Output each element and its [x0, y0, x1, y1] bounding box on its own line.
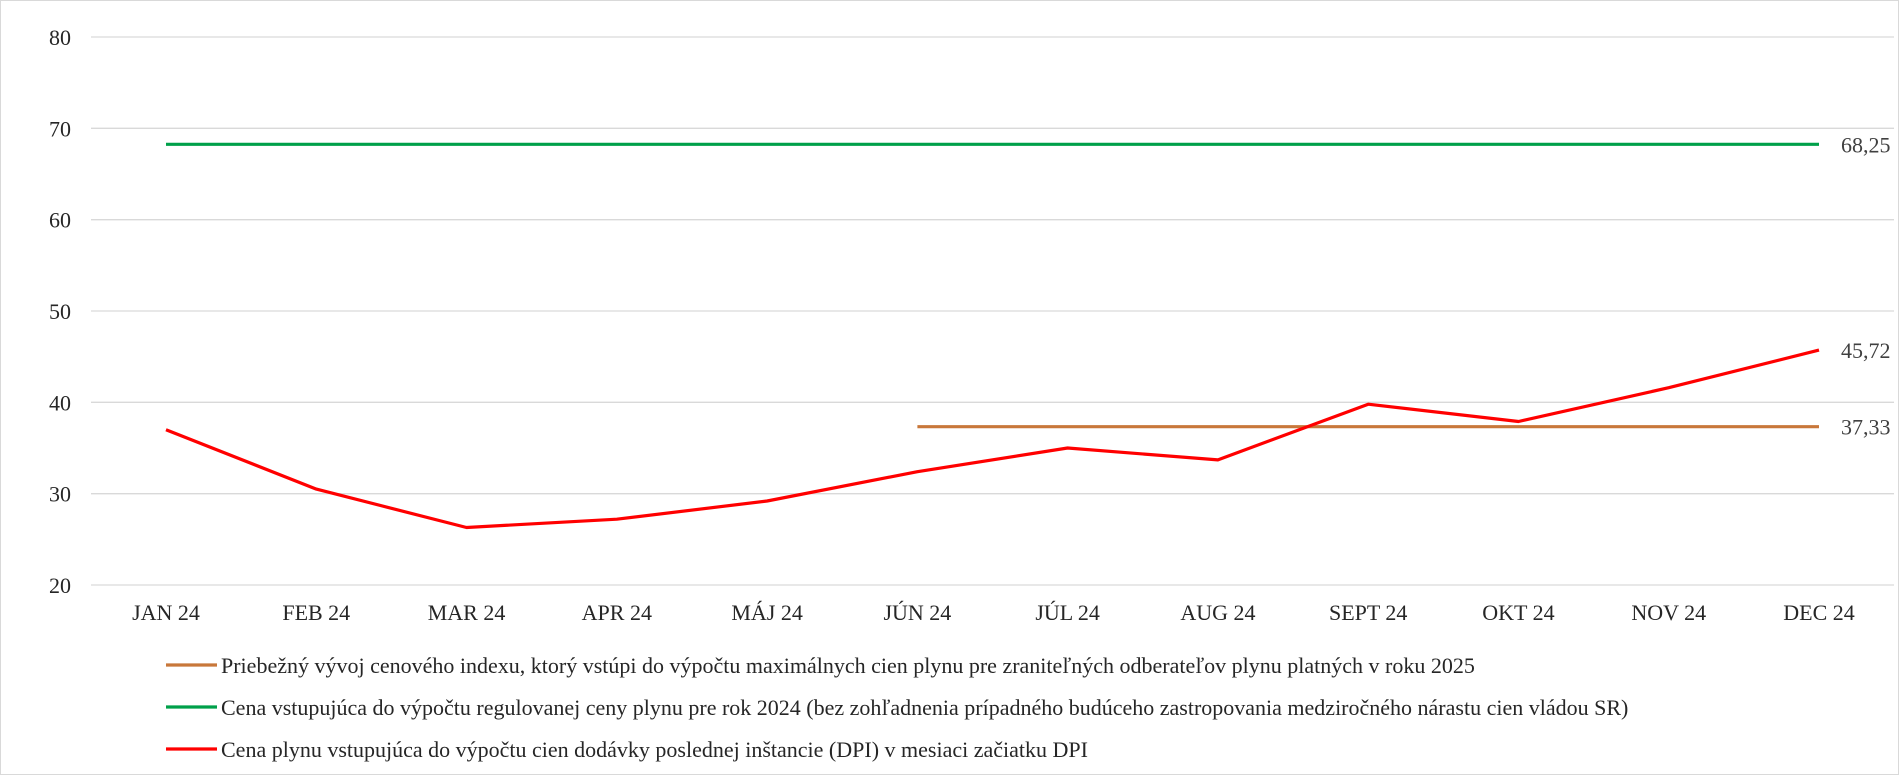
series-line	[165, 348, 1820, 530]
data-labels: 37,33 68,25 45,72	[1841, 132, 1891, 439]
y-tick-label: 30	[49, 482, 71, 507]
legend: Priebežný vývoj cenového indexu, ktorý v…	[166, 653, 1628, 762]
x-tick-label: OKT 24	[1482, 600, 1554, 625]
data-label: 45,72	[1841, 338, 1891, 363]
y-tick-label: 60	[49, 208, 71, 233]
x-tick-label: JÚN 24	[883, 600, 951, 625]
x-tick-label: MAR 24	[428, 600, 506, 625]
data-label: 68,25	[1841, 132, 1891, 157]
legend-label: Cena vstupujúca do výpočtu regulovanej c…	[221, 695, 1628, 720]
x-tick-label: SEPT 24	[1329, 600, 1407, 625]
x-tick-label: NOV 24	[1631, 600, 1706, 625]
y-tick-label: 50	[49, 299, 71, 324]
data-label: 37,33	[1841, 415, 1891, 440]
x-tick-label: JAN 24	[132, 600, 200, 625]
y-axis-ticks: 20 30 40 50 60 70 80	[49, 25, 71, 598]
series-lines	[165, 142, 1820, 530]
legend-label: Priebežný vývoj cenového indexu, ktorý v…	[221, 653, 1475, 678]
x-tick-label: MÁJ 24	[731, 600, 803, 625]
y-tick-label: 70	[49, 116, 71, 141]
y-tick-label: 20	[49, 573, 71, 598]
x-tick-label: APR 24	[582, 600, 652, 625]
x-axis-ticks: JAN 24 FEB 24 MAR 24 APR 24 MÁJ 24 JÚN 24 JÚL …	[132, 600, 1855, 625]
gridlines	[91, 36, 1894, 586]
x-tick-label: FEB 24	[282, 600, 350, 625]
x-tick-label: JÚL 24	[1035, 600, 1100, 625]
x-tick-label: AUG 24	[1180, 600, 1255, 625]
legend-label: Cena plynu vstupujúca do výpočtu cien do…	[221, 737, 1088, 762]
y-tick-label: 80	[49, 25, 71, 50]
x-tick-label: DEC 24	[1783, 600, 1855, 625]
y-tick-label: 40	[49, 390, 71, 415]
